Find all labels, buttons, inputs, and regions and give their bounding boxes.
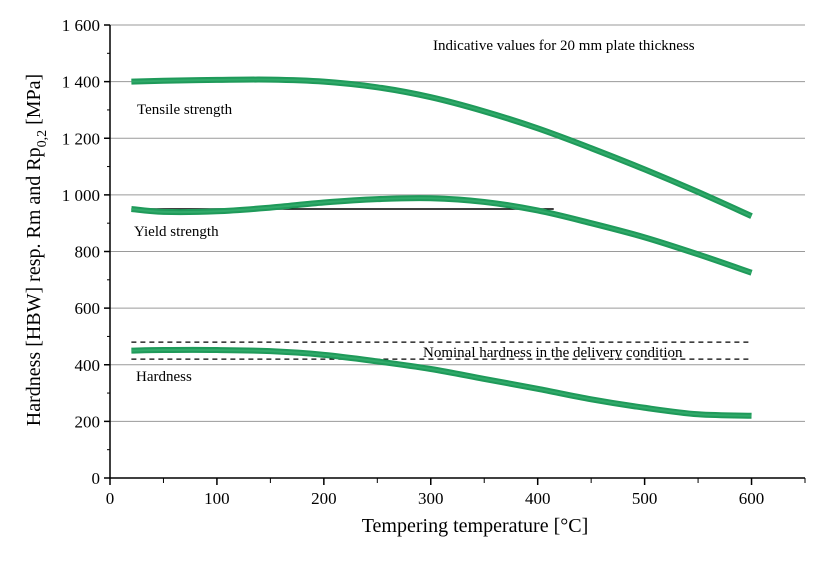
series-line-highlight-yield-strength [131, 197, 752, 274]
y-tick-label: 1 200 [62, 129, 100, 148]
x-axis-title: Tempering temperature [°C] [362, 515, 589, 537]
x-tick-label: 100 [204, 489, 230, 508]
series-label-hardness: Hardness [136, 369, 192, 385]
axes [104, 24, 806, 485]
y-tick-label: 800 [75, 243, 101, 262]
y-tick-label: 0 [92, 469, 101, 488]
reference-lines [131, 208, 752, 360]
y-tick-label: 200 [75, 412, 101, 431]
y-tick-label: 400 [75, 356, 101, 375]
x-tick-label: 200 [311, 489, 337, 508]
y-axis-title-subscript: 0,2 [35, 130, 50, 148]
y-axis-title-tail: [MPa] [23, 74, 45, 130]
x-tick-label: 0 [106, 489, 115, 508]
series-label-tensile: Tensile strength [137, 102, 233, 118]
tick-labels: 0 200 400 600 800 1 000 1 200 1 400 1 600 0 100 200… [62, 16, 765, 508]
series-label-yield: Yield strength [134, 224, 219, 240]
y-axis-title: Hardness [HBW] resp. Rm and Rp0,2 [MPa] [23, 74, 50, 426]
series-lines [131, 76, 753, 419]
y-tick-label: 1 600 [62, 16, 100, 35]
y-tick-label: 1 400 [62, 73, 100, 92]
y-tick-label: 600 [75, 299, 101, 318]
y-axis-title-main: Hardness [HBW] resp. Rm and Rp [23, 147, 45, 426]
x-tick-label: 300 [418, 489, 444, 508]
series-line-highlight-tensile-strength [131, 78, 752, 218]
x-tick-label: 600 [739, 489, 765, 508]
y-tick-label: 1 000 [62, 186, 100, 205]
series-line-highlight-hardness [131, 348, 752, 417]
annotation-plate-thickness: Indicative values for 20 mm plate thickn… [433, 38, 695, 54]
x-tick-label: 500 [632, 489, 658, 508]
reference-label-nominal-hardness: Nominal hardness in the delivery conditi… [423, 345, 683, 361]
x-tick-label: 400 [525, 489, 551, 508]
